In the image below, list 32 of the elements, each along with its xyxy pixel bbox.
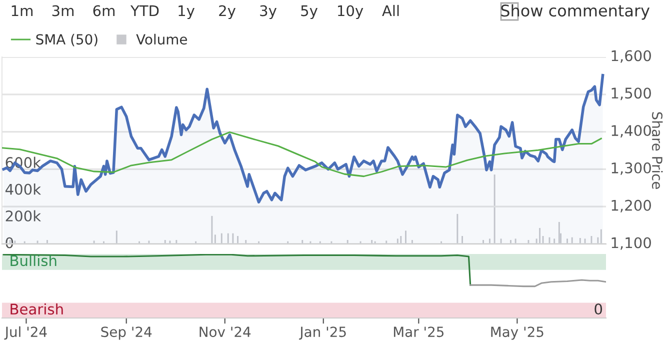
legend-label: Volume (136, 34, 187, 45)
text: 5y (301, 5, 318, 20)
annotation: 0 (594, 304, 602, 315)
y-tick-label: 1,500 (612, 88, 651, 100)
legend-label: SMA (50) (36, 34, 98, 46)
text: 6m (93, 5, 115, 16)
x-tick-label: Nov '24 (200, 326, 251, 338)
text: 1y (178, 5, 195, 20)
text: YTD (130, 5, 159, 16)
y-tick-label: 1,300 (612, 162, 651, 175)
x-tick-label: Jul '24 (4, 326, 47, 340)
band-label: Bullish (10, 254, 56, 266)
text: 10y (338, 5, 364, 20)
y2-tick-label: 200k (6, 210, 42, 222)
x-tick-label: Mar '25 (394, 326, 444, 338)
text: All (382, 4, 399, 16)
text: 1m (12, 5, 33, 16)
x-tick-label: Sep '24 (101, 326, 152, 340)
text: Show commentary (501, 4, 650, 20)
y2-tick-label: 400k (5, 184, 42, 195)
band-label: Bearish (10, 303, 63, 315)
y-tick-label: 1,600 (612, 50, 651, 63)
y-axis-title: Share Price (652, 112, 663, 189)
x-tick-label: May '25 (491, 326, 544, 340)
y-tick-label: 1,200 (612, 200, 651, 212)
x-tick-label: Jan '25 (299, 326, 346, 340)
text: 3y (260, 5, 277, 20)
y-tick-label: 1,100 (612, 237, 651, 250)
y-tick-label: 1,400 (612, 125, 651, 138)
text: 3m (52, 5, 74, 16)
line-series (2, 131, 602, 178)
text: 2y (219, 5, 236, 20)
